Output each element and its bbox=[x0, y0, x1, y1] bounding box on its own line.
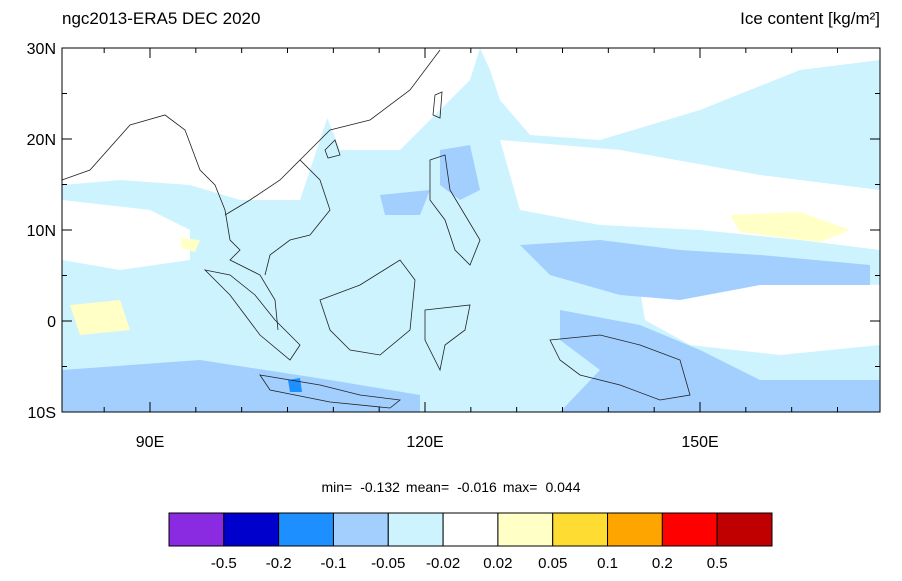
colorbar-box bbox=[223, 512, 280, 547]
colorbar-label: 0.2 bbox=[652, 555, 673, 572]
coastline bbox=[424, 304, 471, 372]
stats-line: min= -0.132 mean= -0.016 max= 0.044 bbox=[321, 479, 580, 495]
colorbar-box bbox=[168, 512, 225, 547]
lat-label: 30N bbox=[27, 41, 56, 58]
field-white bbox=[62, 200, 190, 270]
colorbar-box bbox=[442, 512, 499, 547]
field-yellow bbox=[70, 300, 130, 335]
stats-mean-label: mean= bbox=[406, 479, 449, 495]
field-white bbox=[480, 48, 880, 140]
colorbar-box bbox=[661, 512, 718, 547]
stats-max: 0.044 bbox=[545, 479, 580, 495]
coastline bbox=[429, 154, 481, 266]
lat-label: 0 bbox=[47, 314, 56, 331]
lon-label: 120E bbox=[406, 434, 443, 451]
colorbar-box bbox=[716, 512, 773, 547]
field-white bbox=[640, 280, 880, 355]
coastline bbox=[549, 334, 691, 401]
axis-ticks: 90E 120E 150E 30N 20N 10N 0 10S bbox=[27, 41, 880, 451]
field-white bbox=[62, 48, 330, 200]
coastline bbox=[224, 159, 331, 276]
map-field bbox=[62, 48, 880, 412]
coastline bbox=[61, 114, 279, 331]
stats-min-label: min= bbox=[321, 479, 352, 495]
field-blue bbox=[440, 145, 480, 200]
colorbar-label: -0.5 bbox=[211, 555, 237, 572]
stats-mean: -0.016 bbox=[457, 479, 497, 495]
lon-label: 90E bbox=[136, 434, 164, 451]
colorbar-label: -0.2 bbox=[266, 555, 292, 572]
colorbar-box bbox=[607, 512, 663, 547]
colorbar-label: 0.05 bbox=[538, 555, 567, 572]
title-right: Ice content [kg/m²] bbox=[740, 9, 880, 28]
coastlines bbox=[61, 49, 691, 409]
colorbar-label: -0.05 bbox=[371, 555, 405, 572]
colorbar-box bbox=[278, 512, 334, 547]
colorbar-label: -0.02 bbox=[426, 555, 460, 572]
field-blue bbox=[520, 240, 870, 300]
colorbar-label: 0.02 bbox=[483, 555, 512, 572]
lat-label: 10S bbox=[28, 405, 56, 422]
coastline bbox=[324, 139, 341, 159]
coastline bbox=[299, 49, 441, 161]
title-left: ngc2013-ERA5 DEC 2020 bbox=[62, 9, 260, 28]
stats-min: -0.132 bbox=[360, 479, 400, 495]
colorbar-label: 0.5 bbox=[707, 555, 728, 572]
field-blue bbox=[560, 310, 880, 412]
colorbar-box bbox=[387, 512, 444, 547]
coastline bbox=[432, 91, 443, 119]
field-yellow bbox=[180, 238, 200, 252]
lat-label: 20N bbox=[27, 132, 56, 149]
colorbar: -0.5 -0.2 -0.1 -0.05 -0.02 0.02 0.05 0.1 0.2 0.5 bbox=[168, 512, 773, 572]
colorbar-box bbox=[552, 512, 609, 547]
lat-label: 10N bbox=[27, 223, 56, 240]
field-yellow bbox=[730, 212, 850, 242]
colorbar-label: 0.1 bbox=[597, 555, 618, 572]
field-white bbox=[300, 48, 480, 150]
field-blue bbox=[62, 360, 420, 412]
colorbar-label: -0.1 bbox=[321, 555, 347, 572]
coastline bbox=[259, 374, 401, 409]
stats-max-label: max= bbox=[503, 479, 538, 495]
coastline bbox=[203, 269, 301, 361]
coastline bbox=[319, 259, 416, 356]
lon-label: 150E bbox=[681, 434, 718, 451]
field-blue bbox=[380, 190, 430, 215]
colorbar-box bbox=[497, 512, 554, 547]
colorbar-box bbox=[332, 512, 389, 547]
